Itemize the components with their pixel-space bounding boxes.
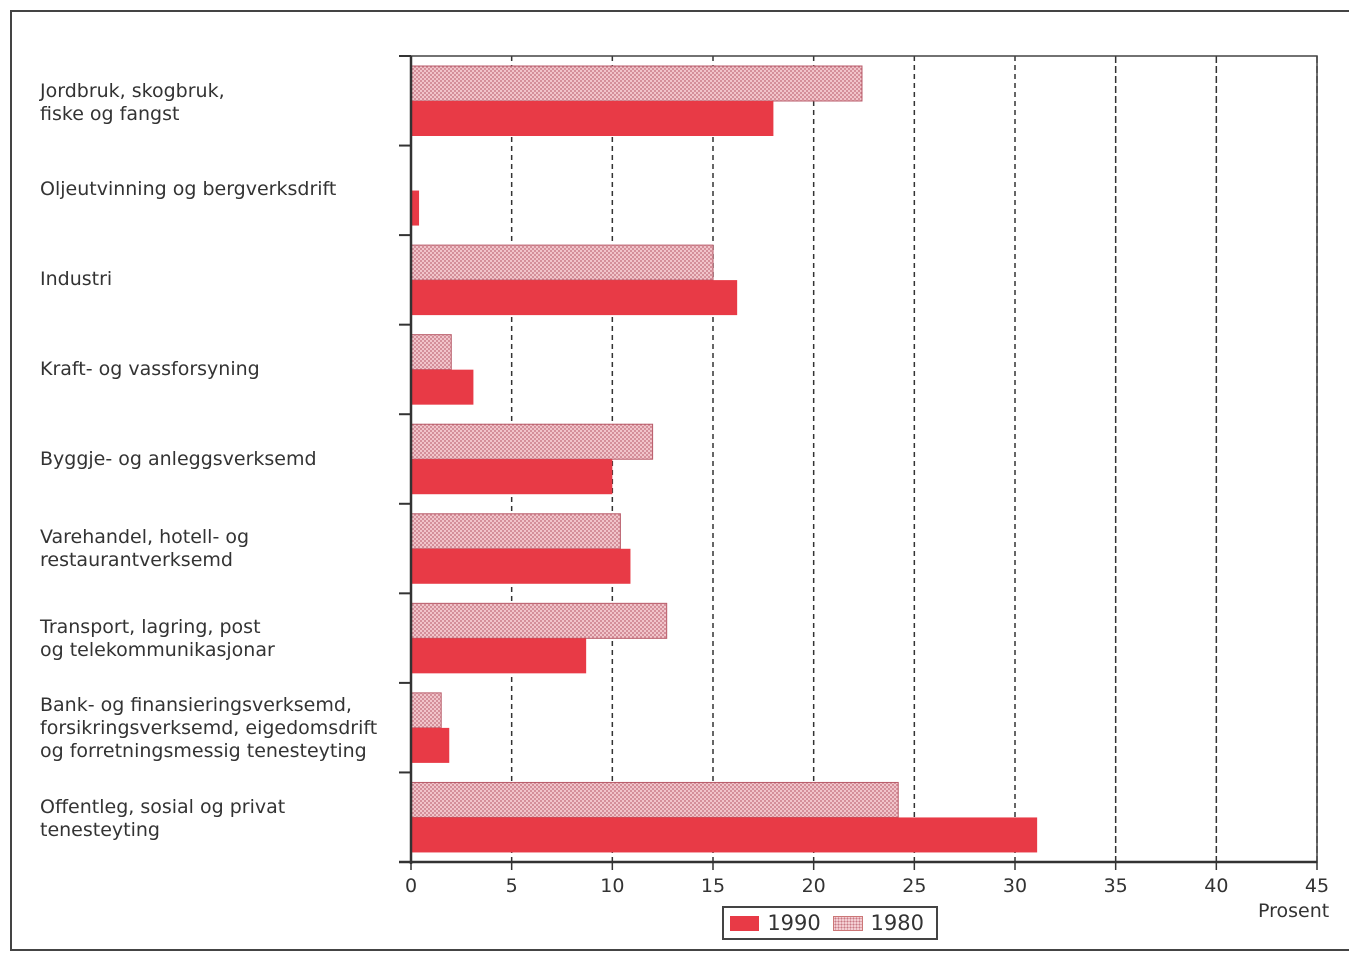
bar-1990-6	[411, 638, 587, 674]
x-tick-label-0: 0	[405, 875, 417, 897]
category-label-4: Byggje- og anleggsverksemd	[40, 448, 317, 470]
category-label-2: Industri	[40, 268, 113, 290]
category-label-0: Jordbruk, skogbruk, fiske og fangst	[40, 80, 225, 125]
bar-1980-7	[410, 692, 442, 729]
bar-1990-5	[411, 548, 631, 584]
x-tick-label-5: 5	[506, 875, 518, 897]
legend: 1990 1980	[722, 906, 938, 940]
bar-1980-4	[410, 423, 654, 460]
category-label-7: Bank- og finansieringsverksemd, forsikri…	[40, 694, 378, 762]
legend-swatch-1980	[832, 915, 863, 931]
bar-1990-4	[411, 459, 613, 495]
legend-label-1990: 1990	[767, 911, 821, 935]
bar-1980-8	[410, 781, 899, 818]
category-label-3: Kraft- og vassforsyning	[40, 358, 260, 380]
axes: 0 5 10 15 20 25 30 35 40 45	[399, 55, 1329, 897]
category-label-6: Transport, lagring, post og telekommunik…	[40, 616, 275, 661]
x-tick-label-10: 10	[600, 875, 624, 897]
legend-label-1980: 1980	[870, 911, 924, 935]
x-tick-label-15: 15	[701, 875, 725, 897]
x-tick-label-45: 45	[1305, 875, 1329, 897]
bar-1990-7	[411, 727, 450, 763]
bar-1980-2	[410, 244, 714, 281]
category-label-1: Oljeutvinning og bergverksdrift	[40, 178, 337, 200]
x-tick-label-25: 25	[902, 875, 926, 897]
x-tick-label-35: 35	[1104, 875, 1128, 897]
bar-1980-3	[410, 334, 452, 371]
bar-1980-6	[410, 602, 668, 639]
bar-1990-0	[411, 101, 774, 136]
bars	[410, 65, 1038, 853]
bar-1980-0	[410, 65, 863, 102]
chart-frame	[10, 10, 1349, 951]
bar-1990-3	[411, 369, 474, 405]
bar-1990-1	[411, 190, 420, 226]
x-tick-label-40: 40	[1204, 875, 1228, 897]
category-label-8: Offentleg, sosial og privat tenesteyting	[40, 796, 286, 841]
category-label-5: Varehandel, hotell- og restaurantverksem…	[40, 526, 250, 571]
bar-1990-2	[411, 280, 738, 316]
legend-swatch-1990	[730, 915, 760, 931]
x-tick-label-30: 30	[1003, 875, 1027, 897]
bar-1980-5	[410, 513, 621, 550]
bar-1990-8	[411, 817, 1038, 853]
x-axis-label: Prosent	[1258, 900, 1330, 922]
x-tick-label-20: 20	[802, 875, 826, 897]
